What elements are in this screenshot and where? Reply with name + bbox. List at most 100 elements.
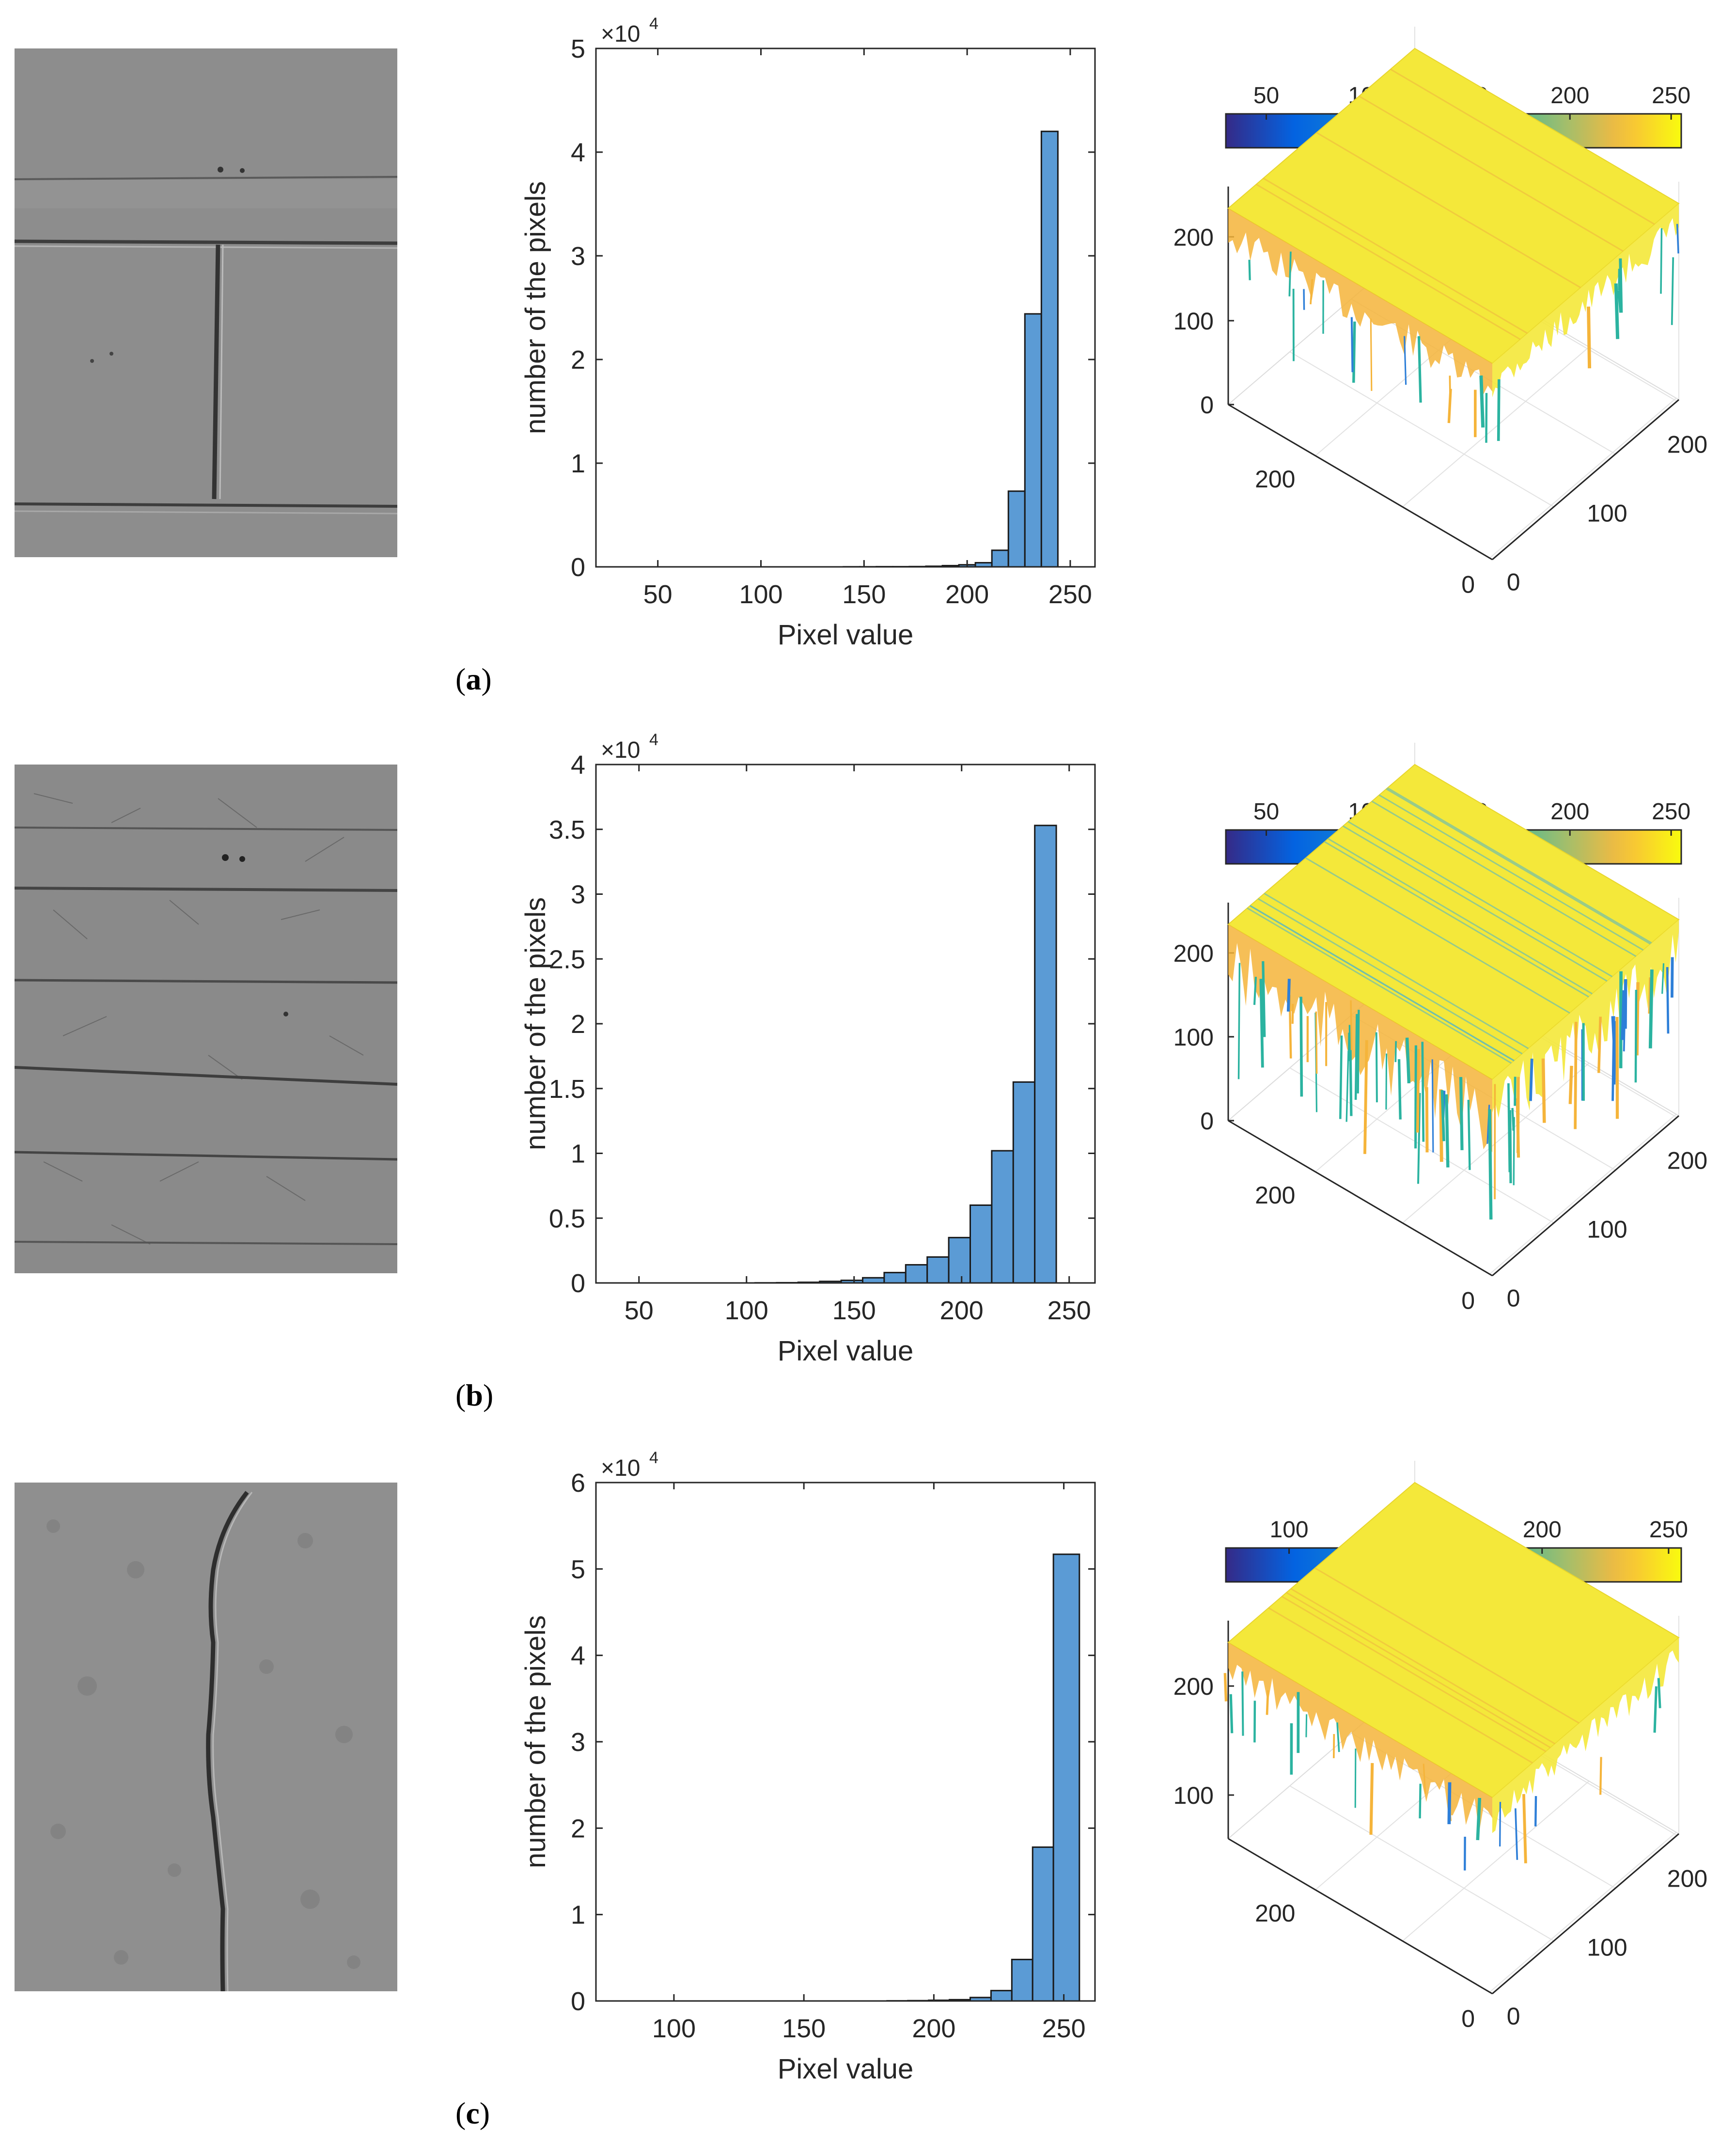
x-tick-label: 100 — [725, 1296, 768, 1325]
surface-ridge — [1390, 68, 1655, 225]
surface-front-face — [1228, 208, 1492, 394]
surface-spike — [1363, 1040, 1368, 1154]
y-tick-label: 5 — [571, 1555, 585, 1584]
axes-box — [595, 47, 1096, 568]
x-tick-label: 250 — [1042, 2014, 1086, 2043]
surface-ridge — [1316, 132, 1581, 289]
axis2-tick-label: 100 — [1587, 1216, 1627, 1243]
surface-right-face — [1492, 920, 1679, 1118]
axis2-tick-label: 200 — [1667, 431, 1707, 458]
x-tick-label: 250 — [1048, 580, 1092, 609]
caption-b: (b) — [455, 1378, 494, 1412]
surface-spike — [1597, 1016, 1602, 1073]
surface-ridge — [1328, 838, 1593, 995]
surface-top — [1227, 47, 1680, 364]
surface-spike — [1404, 336, 1407, 385]
y-tick-label: 1 — [571, 1901, 585, 1930]
surface-ridge — [1324, 841, 1589, 998]
surface-spike — [1345, 1050, 1349, 1122]
surface-spike — [1661, 963, 1665, 994]
y-tick-label: 0 — [571, 553, 585, 582]
y-tick-label: 5 — [571, 34, 585, 63]
colorbar-tick-label: 200 — [1523, 1517, 1562, 1543]
histogram-b: 50 100 150 200 250 0 0.5 1 1.5 2 2.5 3 3.5 4 ×10 4 Pixel… — [509, 731, 1110, 1380]
surface-spike — [1259, 979, 1264, 1068]
x-tick-label: 150 — [782, 2014, 826, 2043]
surface-spike — [1405, 1037, 1411, 1083]
surface-spike — [1262, 961, 1266, 1037]
surface-spike — [1499, 1802, 1501, 1847]
surface-top — [1227, 764, 1680, 1080]
surface-ridge — [1378, 794, 1644, 951]
y-axis-label: number of the pixels — [520, 897, 551, 1150]
histogram-bar — [905, 1264, 928, 1284]
surface-spike — [1507, 1083, 1511, 1172]
histogram-bar — [991, 1150, 1014, 1284]
axis-2 — [1492, 399, 1679, 561]
surface-spike — [1397, 1059, 1402, 1120]
surface-spike — [1613, 1021, 1617, 1085]
surface-spike — [1568, 1065, 1573, 1104]
y-exponent-label: ×10 — [601, 1455, 640, 1481]
grayscale-image-b — [15, 765, 397, 1273]
colorbar-tick-label: 250 — [1652, 799, 1690, 825]
y-tick-label: 3.5 — [549, 815, 585, 844]
floor-grid-line — [1489, 1114, 1677, 1275]
histogram-bar — [862, 1277, 885, 1284]
axis1-tick-label: 0 — [1461, 1287, 1475, 1314]
surface-ridge — [1281, 1595, 1547, 1752]
axis1-tick-label: 200 — [1255, 1900, 1295, 1927]
y-tick-label: 3 — [571, 242, 585, 271]
axis2-tick-label: 100 — [1587, 1934, 1627, 1961]
y-tick-label: 1 — [571, 1140, 585, 1169]
surface-ridge — [1359, 95, 1624, 252]
surface-spike — [1621, 990, 1626, 1040]
surface-right-face — [1492, 1638, 1679, 1833]
surface-spike — [1445, 1094, 1450, 1168]
x-tick-label: 150 — [832, 1296, 876, 1325]
surface-spike — [1229, 1694, 1234, 1734]
grayscale-image-c — [15, 1483, 397, 1991]
y-exponent-power: 4 — [649, 1449, 658, 1467]
histogram-bar — [991, 549, 1009, 568]
surface-plot-c: 10015020025010020002000100200 — [1129, 1461, 1736, 2108]
plot-area — [596, 48, 1095, 567]
axis1-tick-label: 200 — [1255, 466, 1295, 493]
histogram-bar — [970, 1204, 993, 1284]
y-exponent-label: ×10 — [601, 21, 640, 47]
x-tick-label: 200 — [945, 580, 989, 609]
surface-ridge — [1268, 1607, 1533, 1764]
surface-spike — [1467, 1100, 1471, 1170]
x-axis-label: Pixel value — [778, 2053, 913, 2085]
histogram-bar — [926, 1256, 950, 1284]
histogram-bar — [1024, 313, 1042, 568]
surface-spike — [1286, 979, 1291, 1012]
surface-spike — [1416, 1049, 1420, 1133]
surface-spike — [1223, 1673, 1228, 1702]
surface-spike — [1253, 1701, 1256, 1743]
histogram-bar — [1012, 1081, 1036, 1284]
axis2-tick-label: 0 — [1507, 568, 1520, 595]
axis2-tick-label: 100 — [1587, 500, 1627, 527]
histogram-bar — [990, 1990, 1013, 2002]
surface-spike — [1671, 257, 1674, 325]
z-tick-label: 100 — [1173, 1024, 1214, 1051]
surface-spike — [1635, 982, 1640, 1056]
surface-ridge — [1290, 1588, 1556, 1745]
axis2-tick-label: 0 — [1507, 2002, 1520, 2030]
y-tick-label: 1 — [571, 449, 585, 478]
surface-spike — [1288, 251, 1292, 297]
y-tick-label: 4 — [571, 750, 585, 780]
surface-spike — [1417, 336, 1422, 403]
floor-grid-line — [1489, 398, 1677, 559]
surface-group — [1227, 764, 1680, 1220]
surface-spike — [1676, 224, 1679, 254]
surface-front-face — [1228, 1642, 1492, 1833]
surface-ridge — [1258, 898, 1523, 1055]
surface-ridge — [1386, 788, 1651, 945]
y-tick-label: 2.5 — [549, 945, 585, 974]
z-tick-label: 0 — [1200, 391, 1214, 419]
surface-spike — [1459, 1077, 1464, 1151]
surface-spike — [1339, 1035, 1343, 1119]
floor-grid-line — [1289, 1785, 1554, 1941]
